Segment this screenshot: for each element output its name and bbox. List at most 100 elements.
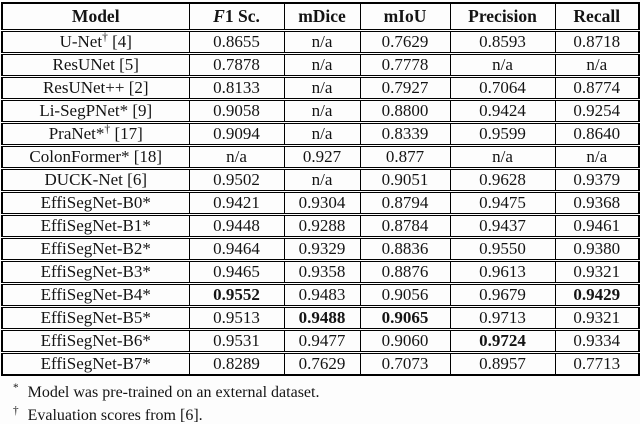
metric-value-cell: 0.8794 — [359, 190, 451, 215]
header-italic-part: F — [213, 6, 225, 26]
metric-value-cell: 0.9051 — [359, 167, 451, 192]
metric-value-cell: 0.9477 — [283, 328, 361, 353]
model-name-cell: EffiSegNet-B6* — [1, 328, 190, 353]
metric-value-cell: 0.9304 — [283, 190, 361, 215]
header-row: Model F1 Sc. mDice mIoU Precision Recall — [1, 2, 640, 31]
metric-value-cell: 0.8800 — [359, 98, 451, 123]
col-header-f1: F1 Sc. — [188, 2, 285, 31]
table-row: EffiSegNet-B2* 0.9464 0.9329 0.8836 0.9550 0.… — [1, 236, 640, 261]
metric-value-cell: 0.7073 — [359, 351, 451, 376]
metric-value-cell: n/a — [449, 144, 556, 169]
metric-value-cell: 0.7927 — [359, 75, 451, 100]
results-table: Model F1 Sc. mDice mIoU Precision Recall… — [1, 2, 640, 376]
col-header-label: 1 Sc. — [224, 6, 260, 26]
metric-value-cell: n/a — [283, 29, 361, 54]
metric-value-cell: 0.9065 — [359, 305, 451, 330]
metric-value-cell: 0.7629 — [283, 351, 361, 376]
metric-value-cell: 0.9488 — [283, 305, 361, 330]
metric-value-cell: 0.8655 — [188, 29, 285, 54]
table-row: DUCK-Net [6] 0.9502 n/a 0.9051 0.9628 0.9379 — [1, 167, 640, 192]
asterisk-marker: * — [13, 381, 19, 394]
metric-value-cell: 0.9465 — [188, 259, 285, 284]
model-name: DUCK-Net — [44, 170, 123, 190]
metric-value-cell: 0.7778 — [359, 52, 451, 77]
metric-value-cell: 0.8876 — [359, 259, 451, 284]
metric-value-cell: 0.9056 — [359, 282, 451, 307]
model-name: EffiSegNet-B5* — [40, 308, 151, 328]
metric-value-cell: 0.9321 — [554, 305, 640, 330]
col-header-miou: mIoU — [359, 2, 451, 31]
metric-value-cell: n/a — [283, 52, 361, 77]
metric-value-cell: 0.8718 — [554, 29, 640, 54]
table-row: U-Net† [4] 0.8655 n/a 0.7629 0.8593 0.8718 — [1, 29, 640, 54]
model-name-cell: DUCK-Net [6] — [1, 167, 190, 192]
metric-value-cell: 0.8289 — [188, 351, 285, 376]
model-name-cell: EffiSegNet-B7* — [1, 351, 190, 376]
model-name-cell: ColonFormer* [18] — [1, 144, 190, 169]
metric-value-cell: 0.9368 — [554, 190, 640, 215]
metric-value-cell: n/a — [554, 144, 640, 169]
footnote-pretrained: * Model was pre-trained on an external da… — [13, 381, 639, 404]
metric-value-cell: 0.9679 — [449, 282, 556, 307]
model-name: U-Net — [59, 32, 103, 52]
footnote-text: Evaluation scores from [6]. — [27, 407, 203, 424]
model-name: EffiSegNet-B7* — [40, 354, 151, 373]
metric-value-cell: n/a — [188, 144, 285, 169]
metric-value-cell: 0.9380 — [554, 236, 640, 261]
col-header-label: Precision — [468, 6, 537, 26]
model-name-cell: EffiSegNet-B0* — [1, 190, 190, 215]
model-name: EffiSegNet-B6* — [40, 331, 151, 351]
metric-value-cell: n/a — [283, 75, 361, 100]
dagger-marker: † — [13, 404, 19, 417]
model-name-cell: ResUNet++ [2] — [1, 75, 190, 100]
metric-value-cell: 0.9628 — [449, 167, 556, 192]
metric-value-cell: 0.9483 — [283, 282, 361, 307]
table-row: EffiSegNet-B4* 0.9552 0.9483 0.9056 0.9679 0.… — [1, 282, 640, 307]
metric-value-cell: 0.7629 — [359, 29, 451, 54]
model-name: EffiSegNet-B3* — [40, 262, 151, 282]
model-name: ResUNet — [52, 55, 115, 75]
metric-value-cell: 0.927 — [283, 144, 361, 169]
metric-value-cell: 0.9552 — [188, 282, 285, 307]
metric-value-cell: 0.8133 — [188, 75, 285, 100]
col-header-mdice: mDice — [283, 2, 361, 31]
metric-value-cell: n/a — [283, 167, 361, 192]
metric-value-cell: 0.8339 — [359, 121, 451, 146]
metric-value-cell: 0.9288 — [283, 213, 361, 238]
model-name-cell: EffiSegNet-B1* — [1, 213, 190, 238]
table-body: U-Net† [4] 0.8655 n/a 0.7629 0.8593 0.8718 Res… — [1, 29, 640, 376]
metric-value-cell: 0.9599 — [449, 121, 556, 146]
model-name-cell: EffiSegNet-B2* — [1, 236, 190, 261]
table-row: ColonFormer* [18] n/a 0.927 0.877 n/a n/a — [1, 144, 640, 169]
table-row: EffiSegNet-B3* 0.9465 0.9358 0.8876 0.9613 0.… — [1, 259, 640, 284]
metric-value-cell: 0.9448 — [188, 213, 285, 238]
metric-value-cell: 0.9502 — [188, 167, 285, 192]
model-name-cell: U-Net† [4] — [1, 29, 190, 54]
model-name-cell: EffiSegNet-B4* — [1, 282, 190, 307]
metric-value-cell: 0.8640 — [554, 121, 640, 146]
model-name-cell: ResUNet [5] — [1, 52, 190, 77]
metric-value-cell: 0.9358 — [283, 259, 361, 284]
metric-value-cell: 0.9475 — [449, 190, 556, 215]
table-header: Model F1 Sc. mDice mIoU Precision Recall — [1, 2, 640, 31]
model-name: ResUNet++ — [42, 78, 125, 98]
metric-value-cell: 0.9321 — [554, 259, 640, 284]
metric-value-cell: 0.8774 — [554, 75, 640, 100]
table-row: ResUNet [5] 0.7878 n/a 0.7778 n/a n/a — [1, 52, 640, 77]
model-name: EffiSegNet-B2* — [40, 239, 151, 259]
footnotes: * Model was pre-trained on an external da… — [13, 381, 639, 424]
metric-value-cell: n/a — [283, 121, 361, 146]
metric-value-cell: 0.9531 — [188, 328, 285, 353]
model-name-cell: EffiSegNet-B5* — [1, 305, 190, 330]
table-row: EffiSegNet-B1* 0.9448 0.9288 0.8784 0.9437 0.… — [1, 213, 640, 238]
table-row: PraNet*† [17] 0.9094 n/a 0.8339 0.9599 0.8640 — [1, 121, 640, 146]
metric-value-cell: 0.8836 — [359, 236, 451, 261]
col-header-label: mIoU — [383, 6, 427, 26]
metric-value-cell: 0.9613 — [449, 259, 556, 284]
metric-value-cell: 0.8593 — [449, 29, 556, 54]
metric-value-cell: 0.9513 — [188, 305, 285, 330]
model-name: ColonFormer* — [29, 147, 130, 167]
col-header-label: Model — [71, 6, 120, 26]
dagger-superscript: † — [104, 122, 111, 136]
metric-value-cell: 0.7713 — [554, 351, 640, 376]
